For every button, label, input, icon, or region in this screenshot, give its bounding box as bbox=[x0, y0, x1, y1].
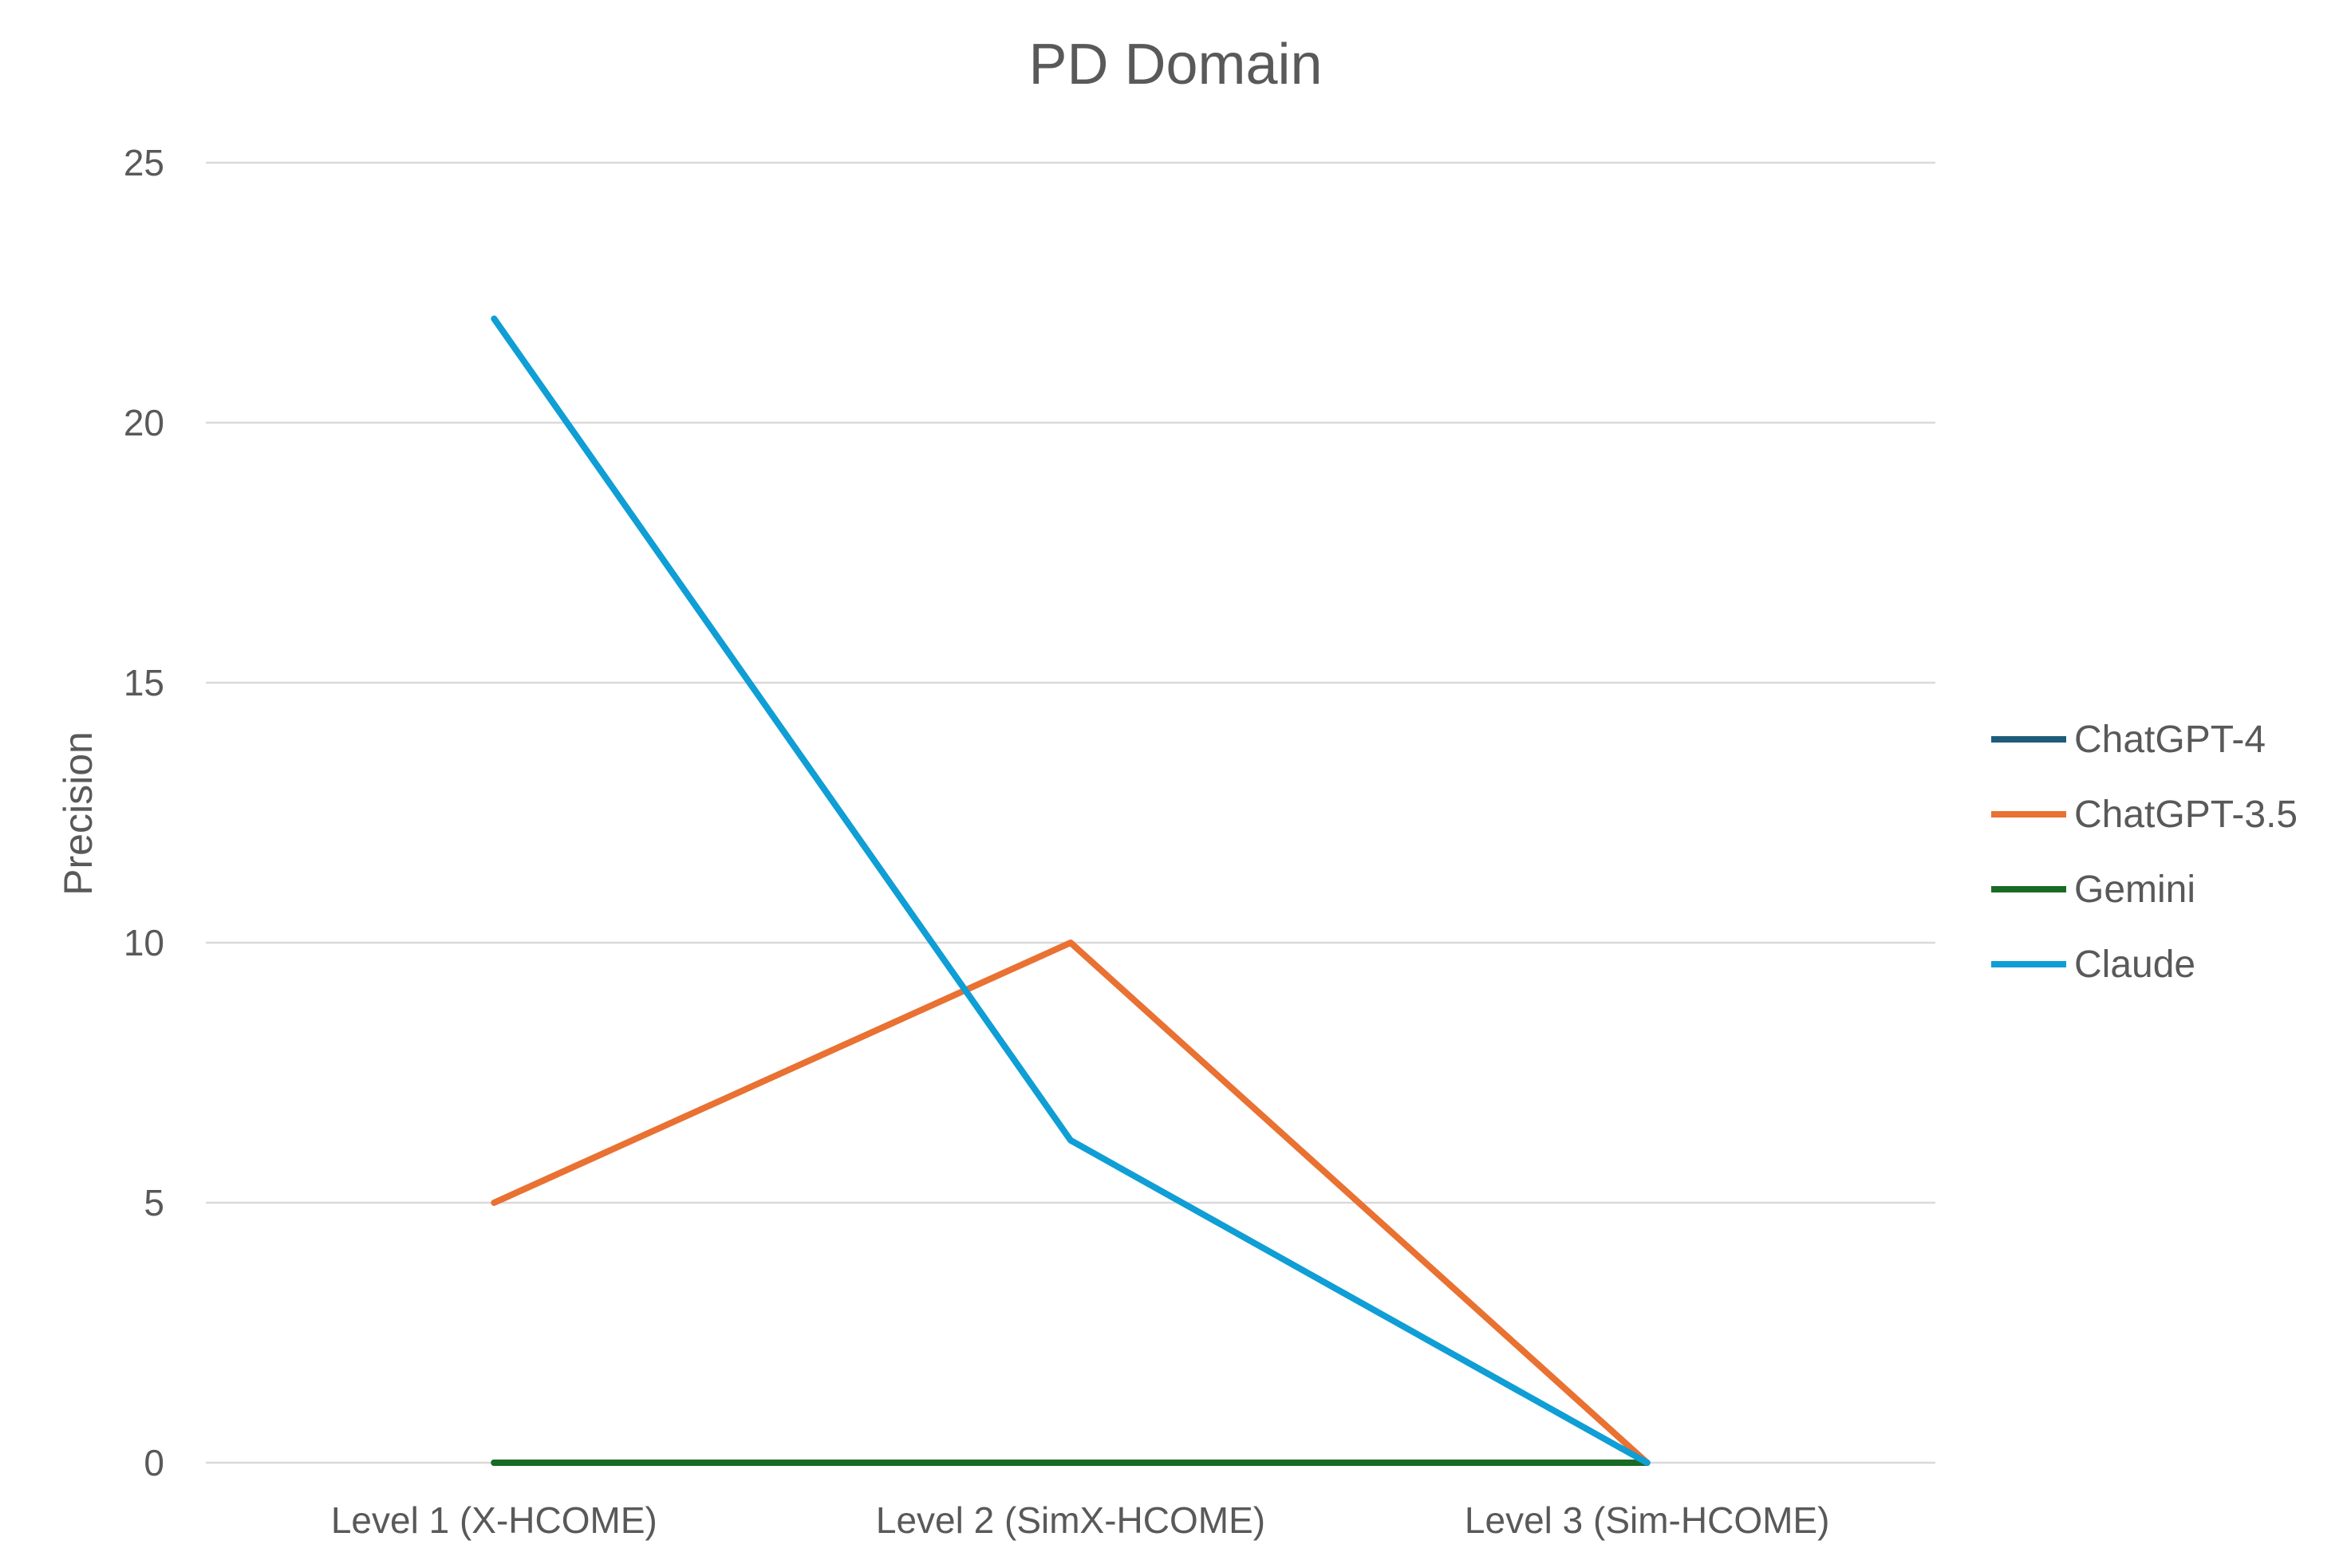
legend-swatch bbox=[1991, 886, 2066, 892]
legend-item: Gemini bbox=[1991, 852, 2298, 927]
series-line-claude bbox=[491, 315, 1651, 1466]
series-lines bbox=[491, 315, 1651, 1466]
x-tick-label: Level 1 (X-HCOME) bbox=[331, 1499, 657, 1541]
legend-swatch bbox=[1991, 961, 2066, 967]
series-line-chatgpt-3-5 bbox=[491, 940, 1651, 1466]
y-tick-label: 25 bbox=[124, 142, 164, 183]
y-tick-label: 20 bbox=[124, 402, 164, 443]
y-tick-label: 0 bbox=[144, 1442, 164, 1483]
legend-label: Gemini bbox=[2074, 868, 2196, 911]
x-tick-label: Level 2 (SimX-HCOME) bbox=[876, 1499, 1265, 1541]
legend-swatch bbox=[1991, 811, 2066, 817]
y-tick-labels: 0 5 10 15 20 25 bbox=[124, 142, 164, 1483]
chart-title: PD Domain bbox=[1028, 33, 1323, 97]
legend-label: Claude bbox=[2074, 943, 2196, 986]
legend-swatch bbox=[1991, 736, 2066, 743]
legend-item: Claude bbox=[1991, 927, 2298, 1002]
y-tick-label: 10 bbox=[124, 922, 164, 963]
x-tick-label: Level 3 (Sim-HCOME) bbox=[1465, 1499, 1830, 1541]
x-tick-labels: Level 1 (X-HCOME) Level 2 (SimX-HCOME) Lev… bbox=[331, 1499, 1830, 1541]
legend: ChatGPT-4 ChatGPT-3.5 Gemini Claude bbox=[1991, 702, 2298, 1002]
legend-item: ChatGPT-3.5 bbox=[1991, 777, 2298, 852]
y-tick-label: 5 bbox=[144, 1182, 164, 1223]
legend-label: ChatGPT-4 bbox=[2074, 718, 2266, 761]
legend-label: ChatGPT-3.5 bbox=[2074, 793, 2298, 836]
gridlines bbox=[206, 161, 1935, 1464]
legend-item: ChatGPT-4 bbox=[1991, 702, 2298, 777]
y-tick-label: 15 bbox=[124, 662, 164, 703]
